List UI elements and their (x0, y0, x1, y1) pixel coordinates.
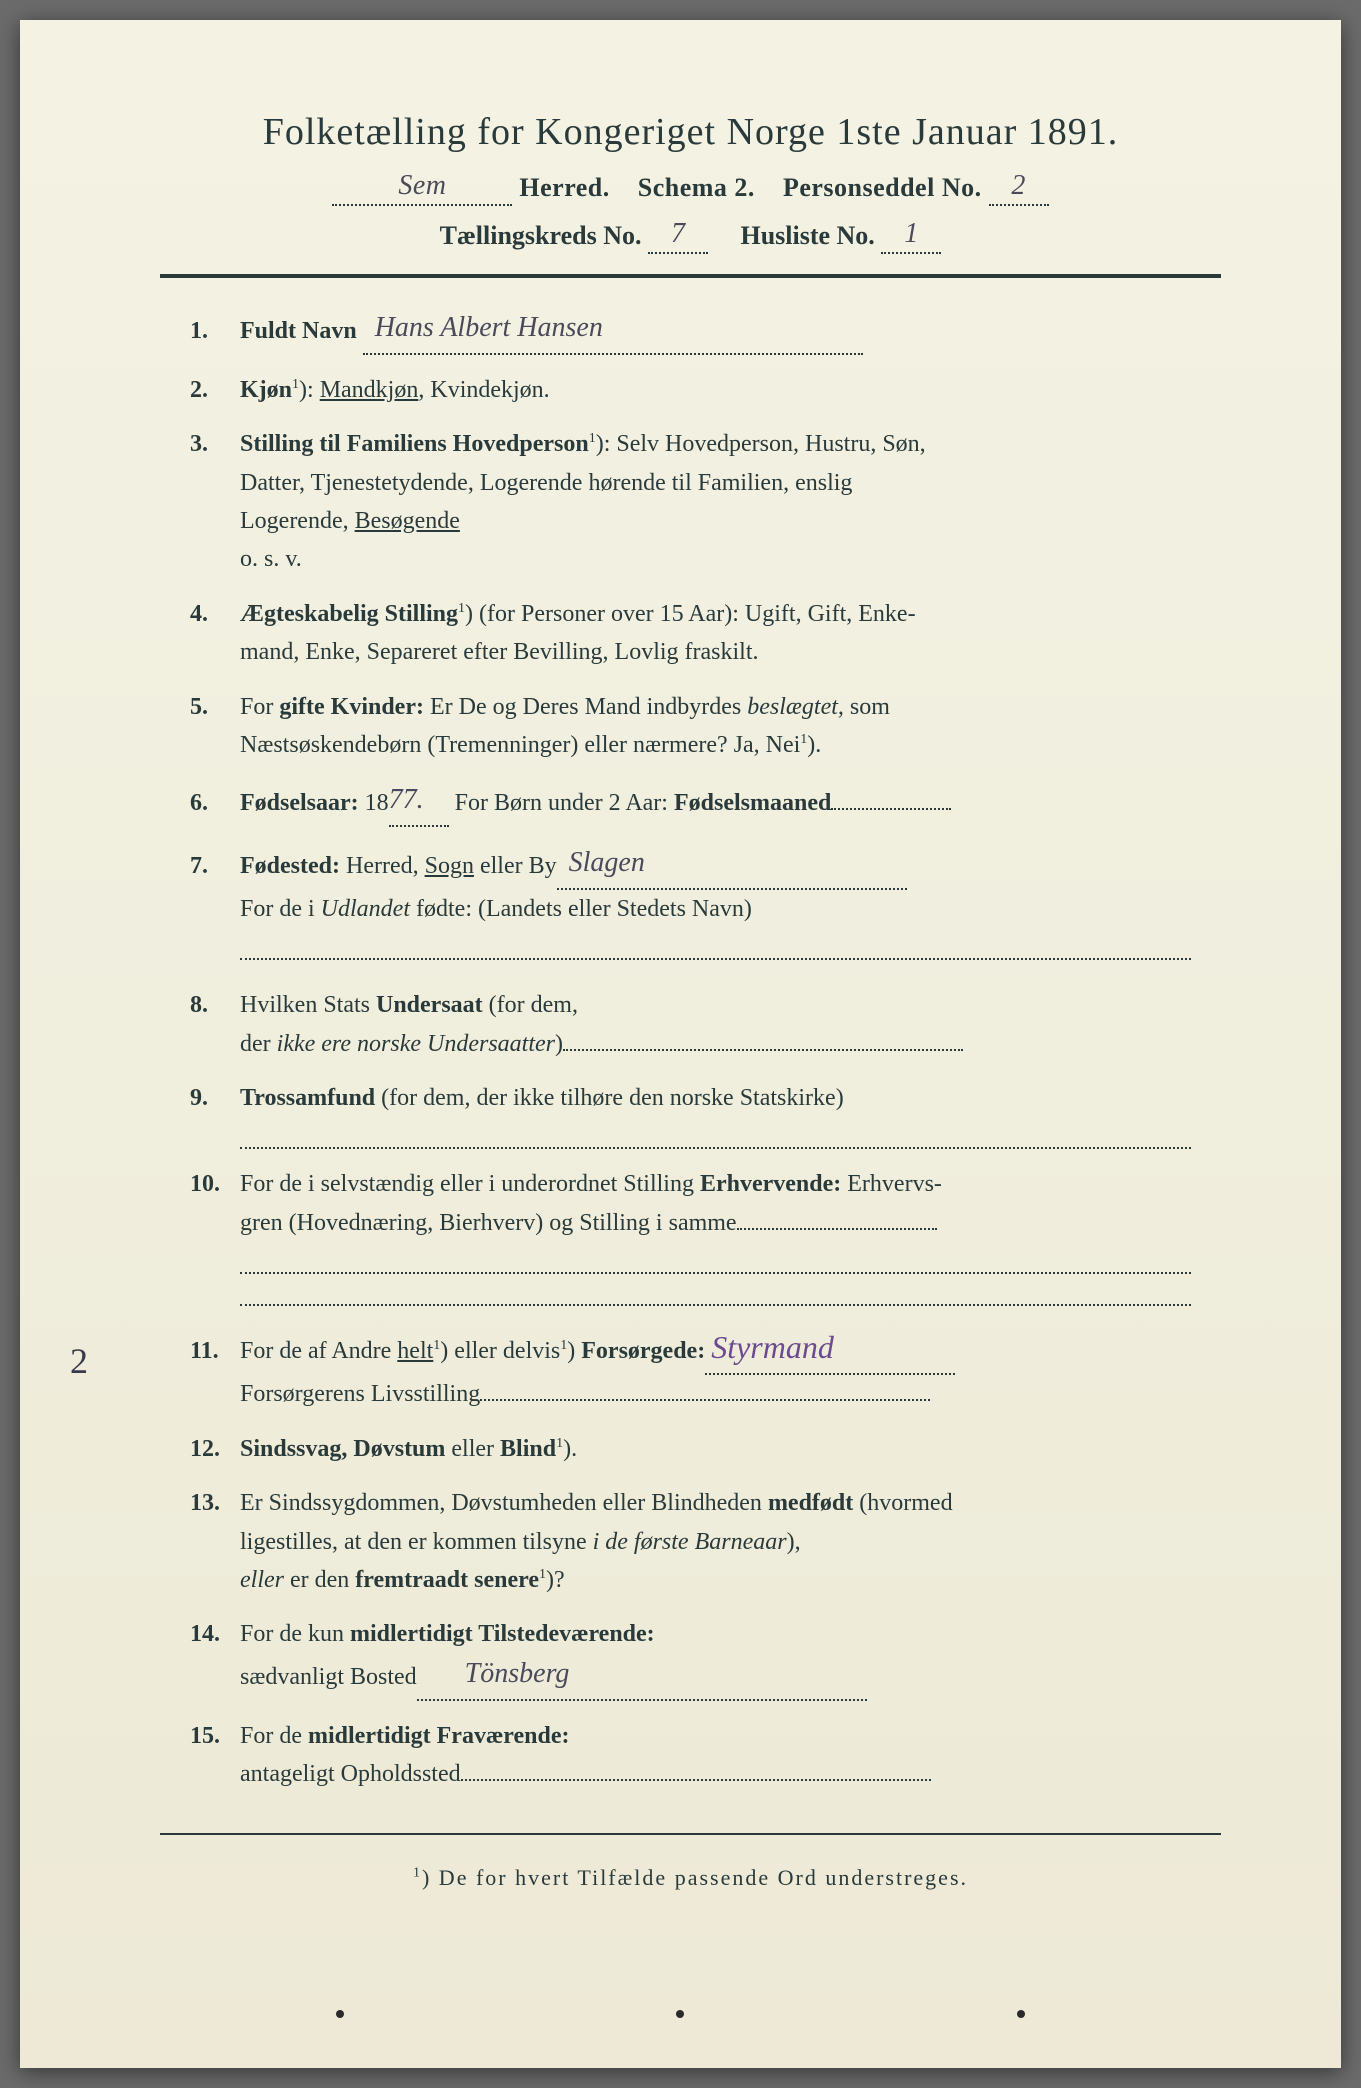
taellingskreds-label: Tællingskreds No. (440, 221, 642, 250)
personseddel-field: 2 (989, 172, 1049, 206)
main-title: Folketælling for Kongeriget Norge 1ste J… (160, 110, 1221, 154)
supporter-field: Styrmand (705, 1322, 955, 1375)
header-divider (160, 274, 1221, 278)
form-body: 1. Fuldt Navn Hans Albert Hansen 2. Kjøn… (160, 308, 1221, 1793)
birthplace-field: Slagen (557, 843, 907, 890)
row-12-disability: 12. Sindssvag, Døvstum eller Blind1). (190, 1430, 1191, 1468)
row-14-temporary-present: 14. For de kun midlertidigt Tilstedevære… (190, 1615, 1191, 1700)
row-13-congenital: 13. Er Sindssygdommen, Døvstumheden elle… (190, 1484, 1191, 1599)
form-header: Folketælling for Kongeriget Norge 1ste J… (160, 110, 1221, 254)
row-5-married-women: 5. For gifte Kvinder: Er De og Deres Man… (190, 688, 1191, 765)
residence-field: Tönsberg (417, 1654, 867, 1701)
row-4-marital: 4. Ægteskabelig Stilling1) (for Personer… (190, 595, 1191, 672)
subheader-line-2: Tællingskreds No. 7 Husliste No. 1 (160, 220, 1221, 254)
row-11-supported: 11. For de af Andre helt1) eller delvis1… (190, 1322, 1191, 1414)
punch-holes (20, 2010, 1341, 2018)
row-6-birthyear: 6. Fødselsaar: 1877. For Børn under 2 Aa… (190, 780, 1191, 827)
row-1-name: 1. Fuldt Navn Hans Albert Hansen (190, 308, 1191, 355)
husliste-field: 1 (881, 220, 941, 254)
husliste-label: Husliste No. (740, 221, 874, 250)
name-field: Hans Albert Hansen (363, 308, 863, 355)
row-2-gender: 2. Kjøn1): Mandkjøn, Kvindekjøn. (190, 371, 1191, 409)
herred-field: Sem (332, 172, 512, 206)
footer-divider (160, 1833, 1221, 1835)
row-3-relation: 3. Stilling til Familiens Hovedperson1):… (190, 425, 1191, 579)
birthyear-field: 77. (389, 780, 449, 827)
row-9-religion: 9. Trossamfund (for dem, der ikke tilhør… (190, 1079, 1191, 1149)
dot-icon (676, 2010, 684, 2018)
margin-annotation: 2 (70, 1340, 88, 1382)
personseddel-label: Personseddel No. (783, 173, 982, 202)
footnote: 1) De for hvert Tilfælde passende Ord un… (160, 1865, 1221, 1891)
row-10-occupation: 10. For de i selvstændig eller i underor… (190, 1165, 1191, 1306)
subheader-line-1: Sem Herred. Schema 2. Personseddel No. 2 (160, 172, 1221, 206)
taellingskreds-field: 7 (648, 220, 708, 254)
herred-label: Herred. (519, 173, 609, 202)
row-15-temporary-absent: 15. For de midlertidigt Fraværende: anta… (190, 1717, 1191, 1794)
row-7-birthplace: 7. Fødested: Herred, Sogn eller By Slage… (190, 843, 1191, 960)
census-form-page: Folketælling for Kongeriget Norge 1ste J… (20, 20, 1341, 2068)
row-8-citizenship: 8. Hvilken Stats Undersaat (for dem, der… (190, 986, 1191, 1063)
dot-icon (336, 2010, 344, 2018)
schema-label: Schema 2. (638, 173, 755, 202)
dot-icon (1017, 2010, 1025, 2018)
